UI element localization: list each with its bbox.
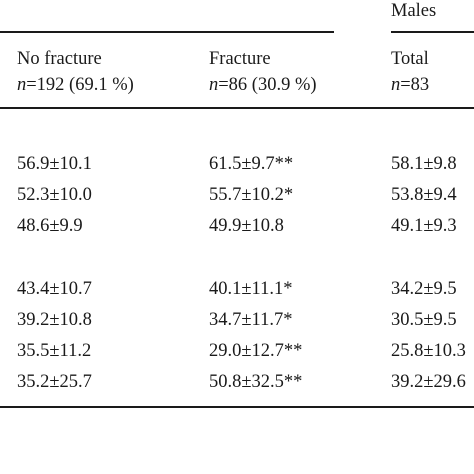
table-bottom-rule bbox=[0, 406, 474, 408]
table-cell: 56.9±10.1 bbox=[17, 154, 92, 174]
table-cell: 39.2±10.8 bbox=[17, 310, 92, 330]
table-cell: 35.2±25.7 bbox=[17, 372, 92, 392]
n-symbol: n bbox=[209, 75, 219, 95]
header-bottom-rule bbox=[0, 107, 474, 109]
table-cell: 34.2±9.5 bbox=[391, 279, 457, 299]
n-value: =192 (69.1 %) bbox=[26, 75, 134, 95]
column-header-fracture: Fracture bbox=[209, 49, 271, 69]
column-header-no-fracture: No fracture bbox=[17, 49, 102, 69]
n-value: =86 (30.9 %) bbox=[218, 75, 317, 95]
group-header-males: Males bbox=[391, 1, 437, 21]
header-rule-right bbox=[391, 31, 474, 33]
table-cell: 25.8±10.3 bbox=[391, 341, 466, 361]
table-cell: 50.8±32.5** bbox=[209, 372, 303, 392]
column-n-total: n=83 bbox=[391, 76, 429, 95]
table-cell: 35.5±11.2 bbox=[17, 341, 92, 361]
table-cell: 30.5±9.5 bbox=[391, 310, 457, 330]
column-header-total: Total bbox=[391, 49, 429, 69]
table-cell: 52.3±10.0 bbox=[17, 185, 92, 205]
table-cell: 48.6±9.9 bbox=[17, 216, 83, 236]
n-value: =83 bbox=[400, 75, 430, 95]
table-cell: 49.9±10.8 bbox=[209, 216, 284, 236]
table-cell: 43.4±10.7 bbox=[17, 279, 92, 299]
table-cell: 40.1±11.1* bbox=[209, 279, 293, 299]
column-n-no-fracture: n=192 (69.1 %) bbox=[17, 76, 134, 95]
table-cell: 49.1±9.3 bbox=[391, 216, 457, 236]
table-cell: 55.7±10.2* bbox=[209, 185, 294, 205]
n-symbol: n bbox=[17, 75, 27, 95]
table-cell: 58.1±9.8 bbox=[391, 154, 457, 174]
table-cell: 34.7±11.7* bbox=[209, 310, 293, 330]
table-cell: 53.8±9.4 bbox=[391, 185, 457, 205]
header-rule-left bbox=[0, 31, 334, 33]
table-cell: 39.2±29.6 bbox=[391, 372, 466, 392]
n-symbol: n bbox=[391, 75, 401, 95]
column-n-fracture: n=86 (30.9 %) bbox=[209, 76, 317, 95]
table-cell: 61.5±9.7** bbox=[209, 154, 294, 174]
table-cell: 29.0±12.7** bbox=[209, 341, 303, 361]
